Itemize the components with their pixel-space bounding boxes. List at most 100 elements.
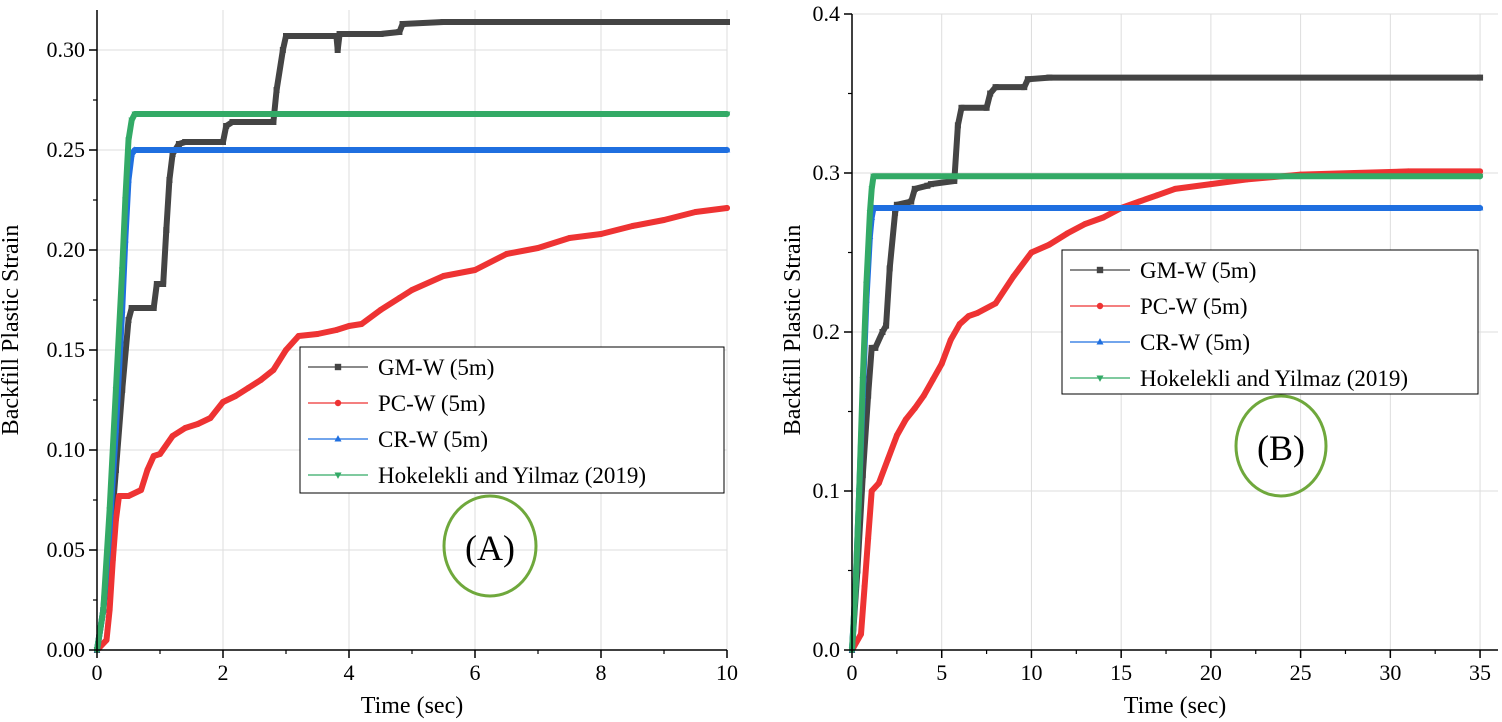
data-point bbox=[207, 415, 214, 421]
legend-swatch-marker bbox=[1096, 375, 1104, 382]
x-tick-label: 4 bbox=[344, 660, 355, 685]
data-point bbox=[295, 333, 302, 339]
data-point bbox=[1207, 181, 1214, 188]
data-point bbox=[868, 186, 876, 193]
data-point bbox=[150, 305, 157, 311]
series-markers-pc bbox=[849, 168, 1484, 653]
data-point bbox=[1405, 168, 1412, 175]
x-tick-label: 10 bbox=[1020, 660, 1042, 685]
data-point bbox=[1477, 168, 1484, 175]
data-point bbox=[175, 141, 182, 147]
legend-label: Hokelekli and Yilmaz (2019) bbox=[378, 463, 646, 488]
data-point bbox=[229, 119, 236, 125]
data-point bbox=[951, 177, 958, 184]
data-point bbox=[182, 139, 189, 145]
data-point bbox=[1154, 192, 1161, 199]
data-point bbox=[138, 487, 145, 493]
chart-panel-a: 0 2 4 6 8 10 0.00 0.05 0.10 0.15 0.20 0.25 0.30 Time … bbox=[0, 10, 738, 719]
data-point bbox=[1477, 74, 1484, 81]
data-point bbox=[182, 425, 189, 431]
data-point bbox=[911, 185, 918, 192]
series-line-pc bbox=[849, 168, 1484, 653]
data-point bbox=[112, 387, 120, 394]
data-point bbox=[125, 317, 132, 323]
data-point bbox=[109, 557, 116, 563]
x-axis-label: Time (sec) bbox=[1124, 693, 1226, 719]
legend-label: CR-W (5m) bbox=[378, 427, 488, 452]
data-point bbox=[160, 281, 167, 287]
data-point bbox=[974, 309, 981, 316]
series-markers-hy bbox=[848, 173, 1484, 654]
grid bbox=[96, 10, 728, 651]
y-tick-label: 0.3 bbox=[813, 160, 841, 185]
x-tick-label: 5 bbox=[936, 660, 947, 685]
data-point bbox=[883, 322, 890, 329]
legend-label: GM-W (5m) bbox=[1140, 258, 1256, 283]
data-point bbox=[870, 173, 877, 180]
data-point bbox=[1024, 76, 1031, 83]
legend-item: Hokelekli and Yilmaz (2019) bbox=[1070, 366, 1408, 391]
data-point bbox=[100, 607, 107, 614]
legend-swatch-marker bbox=[334, 363, 342, 371]
x-tick-label: 15 bbox=[1110, 660, 1132, 685]
data-point bbox=[220, 399, 226, 405]
data-point bbox=[106, 507, 113, 514]
data-point bbox=[125, 137, 132, 144]
data-point bbox=[358, 321, 365, 327]
legend-label: GM-W (5m) bbox=[378, 355, 494, 380]
data-point bbox=[661, 217, 667, 223]
data-point bbox=[956, 321, 963, 328]
data-point bbox=[992, 300, 999, 307]
data-point bbox=[875, 480, 882, 487]
legend-item: GM-W (5m) bbox=[1070, 258, 1256, 283]
x-tick-label: 25 bbox=[1290, 660, 1312, 685]
data-point bbox=[273, 87, 280, 93]
legend-item: Hokelekli and Yilmaz (2019) bbox=[308, 463, 646, 488]
data-point bbox=[223, 123, 230, 129]
data-point bbox=[377, 307, 384, 313]
data-point bbox=[153, 281, 160, 287]
legend-label: PC-W (5m) bbox=[378, 391, 486, 416]
panel-label-ellipse bbox=[442, 494, 538, 598]
data-point bbox=[399, 21, 406, 27]
data-point bbox=[396, 295, 403, 301]
data-point bbox=[128, 117, 135, 124]
data-point bbox=[245, 385, 252, 391]
data-point bbox=[724, 19, 730, 25]
y-tick-label: 0.25 bbox=[47, 137, 86, 162]
data-point bbox=[346, 323, 352, 329]
data-point bbox=[692, 209, 699, 215]
data-point bbox=[902, 416, 909, 423]
data-point bbox=[157, 451, 163, 457]
x-tick-label: 0 bbox=[847, 660, 858, 685]
legend-item: PC-W (5m) bbox=[1070, 294, 1248, 319]
data-point bbox=[920, 392, 927, 399]
legend-label: PC-W (5m) bbox=[1140, 294, 1248, 319]
data-point bbox=[855, 488, 863, 495]
data-point bbox=[333, 327, 340, 333]
data-point bbox=[886, 265, 893, 272]
data-point bbox=[629, 223, 636, 229]
data-point bbox=[852, 584, 859, 590]
data-point bbox=[992, 84, 999, 91]
data-point bbox=[723, 146, 731, 153]
data-point bbox=[1046, 74, 1053, 81]
series-group bbox=[93, 19, 731, 654]
data-point bbox=[879, 329, 886, 335]
y-tick-label: 0.10 bbox=[47, 437, 86, 462]
legend-item: PC-W (5m) bbox=[308, 391, 486, 416]
data-point bbox=[144, 467, 151, 473]
data-point bbox=[472, 267, 478, 273]
data-point bbox=[958, 104, 965, 111]
y-axis-label: Backfill Plastic Strain bbox=[780, 225, 806, 436]
data-point bbox=[1082, 220, 1089, 227]
data-point bbox=[859, 377, 867, 384]
data-point bbox=[865, 392, 872, 399]
data-point bbox=[194, 421, 201, 427]
legend-label: CR-W (5m) bbox=[1140, 330, 1250, 355]
data-point bbox=[112, 517, 119, 523]
data-point bbox=[566, 235, 573, 241]
data-point bbox=[166, 177, 173, 183]
data-point bbox=[270, 367, 277, 373]
